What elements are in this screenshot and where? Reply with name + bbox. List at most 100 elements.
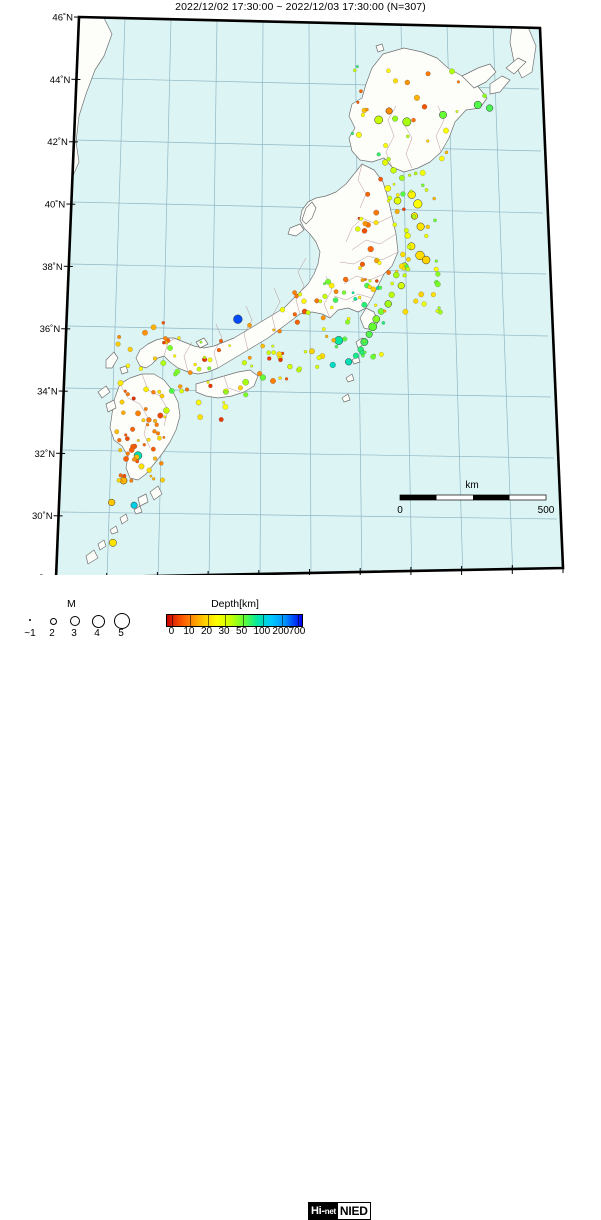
- epicenter-marker: [117, 438, 121, 442]
- epicenter-marker: [163, 436, 166, 439]
- epicenter-marker: [361, 278, 365, 282]
- epicenter-marker: [343, 277, 348, 282]
- epicenter-marker: [351, 132, 354, 135]
- epicenter-marker: [322, 327, 325, 330]
- epicenter-marker: [486, 105, 493, 112]
- epicenter-marker: [363, 340, 366, 343]
- epicenter-marker: [393, 272, 399, 278]
- epicenter-marker: [394, 197, 401, 204]
- epicenter-marker: [405, 80, 410, 85]
- epicenter-marker: [197, 367, 201, 371]
- epicenter-marker: [335, 345, 338, 348]
- epicenter-marker: [125, 436, 129, 440]
- epicenter-marker: [357, 101, 360, 104]
- epicenter-marker: [280, 307, 285, 312]
- epicenter-marker: [271, 345, 274, 348]
- epicenter-marker: [114, 429, 119, 434]
- epicenter-marker: [120, 400, 125, 405]
- epicenter-marker: [185, 388, 189, 392]
- epicenter-marker: [374, 220, 379, 225]
- epicenter-marker: [146, 417, 151, 422]
- epicenter-marker: [414, 172, 417, 175]
- epicenter-marker: [382, 321, 385, 324]
- epicenter-marker: [163, 336, 167, 340]
- magnitude-label: 2: [40, 628, 64, 639]
- depth-tick-mark: [172, 615, 173, 626]
- epicenter-marker: [129, 447, 134, 452]
- epicenter-marker: [270, 378, 276, 384]
- latitude-tick-label: 30˚N: [32, 511, 53, 522]
- magnitude-symbol: [29, 619, 31, 621]
- epicenter-marker: [386, 69, 390, 73]
- epicenter-marker: [228, 344, 230, 346]
- epicenter-marker: [439, 111, 446, 118]
- epicenter-marker: [150, 475, 152, 477]
- epicenter-marker: [424, 234, 428, 238]
- epicenter-marker: [126, 364, 130, 368]
- epicenter-marker: [278, 358, 282, 362]
- epicenter-marker: [272, 350, 276, 354]
- epicenter-marker: [151, 390, 155, 394]
- epicenter-marker: [152, 477, 155, 480]
- depth-tick-mark: [282, 615, 283, 626]
- epicenter-marker: [355, 226, 360, 231]
- epicenter-marker: [137, 439, 140, 442]
- epicenter-marker: [142, 418, 146, 422]
- epicenter-marker: [132, 457, 136, 461]
- epicenter-marker: [143, 443, 146, 446]
- epicenter-marker: [180, 389, 184, 393]
- latitude-tick-label: 38˚N: [42, 262, 63, 273]
- epicenter-marker: [208, 384, 212, 388]
- epicenter-marker: [162, 321, 165, 324]
- epicenter-marker: [161, 360, 166, 365]
- magnitude-symbol: [92, 615, 105, 628]
- epicenter-marker: [368, 246, 374, 252]
- epicenter-marker: [217, 348, 221, 352]
- epicenter-marker: [353, 353, 359, 359]
- epicenter-marker: [413, 299, 418, 304]
- epicenter-marker: [163, 407, 169, 413]
- epicenter-marker: [374, 210, 379, 215]
- epicenter-marker: [223, 404, 228, 409]
- epicenter-marker: [364, 351, 367, 354]
- epicenter-marker: [365, 192, 370, 197]
- epicenter-marker: [126, 452, 130, 456]
- epicenter-marker: [117, 478, 121, 482]
- epicenter-marker: [386, 270, 390, 274]
- epicenter-marker: [243, 392, 248, 397]
- epicenter-marker: [449, 69, 455, 75]
- epicenter-marker: [167, 345, 172, 350]
- epicenter-marker: [208, 358, 212, 362]
- epicenter-marker: [261, 344, 265, 348]
- epicenter-marker: [361, 113, 365, 117]
- epicenter-marker: [426, 225, 430, 229]
- epicenter-marker: [146, 423, 149, 426]
- epicenter-marker: [443, 128, 449, 133]
- epicenter-marker: [295, 320, 300, 325]
- epicenter-marker: [173, 355, 176, 358]
- epicenter-marker: [119, 474, 123, 478]
- epicenter-marker: [117, 335, 121, 339]
- epicenter-marker: [400, 192, 405, 197]
- epicenter-marker: [362, 228, 367, 233]
- epicenter-marker: [393, 78, 398, 83]
- epicenter-marker: [319, 300, 322, 303]
- epicenter-marker: [332, 338, 336, 342]
- epicenter-marker: [406, 257, 410, 261]
- magnitude-symbols: [22, 612, 130, 628]
- epicenter-marker: [243, 379, 249, 385]
- epicenter-marker: [203, 356, 206, 359]
- epicenter-marker: [436, 309, 439, 312]
- epicenter-marker: [298, 292, 302, 296]
- epicenter-marker: [278, 329, 282, 333]
- epicenter-marker: [123, 474, 127, 478]
- epicenter-marker: [426, 71, 431, 76]
- nied-logo-text: NIED: [338, 1203, 370, 1219]
- latitude-tick-label: 40˚N: [45, 200, 66, 211]
- epicenter-marker: [317, 355, 322, 360]
- epicenter-marker: [116, 342, 121, 347]
- epicenter-marker: [402, 208, 405, 211]
